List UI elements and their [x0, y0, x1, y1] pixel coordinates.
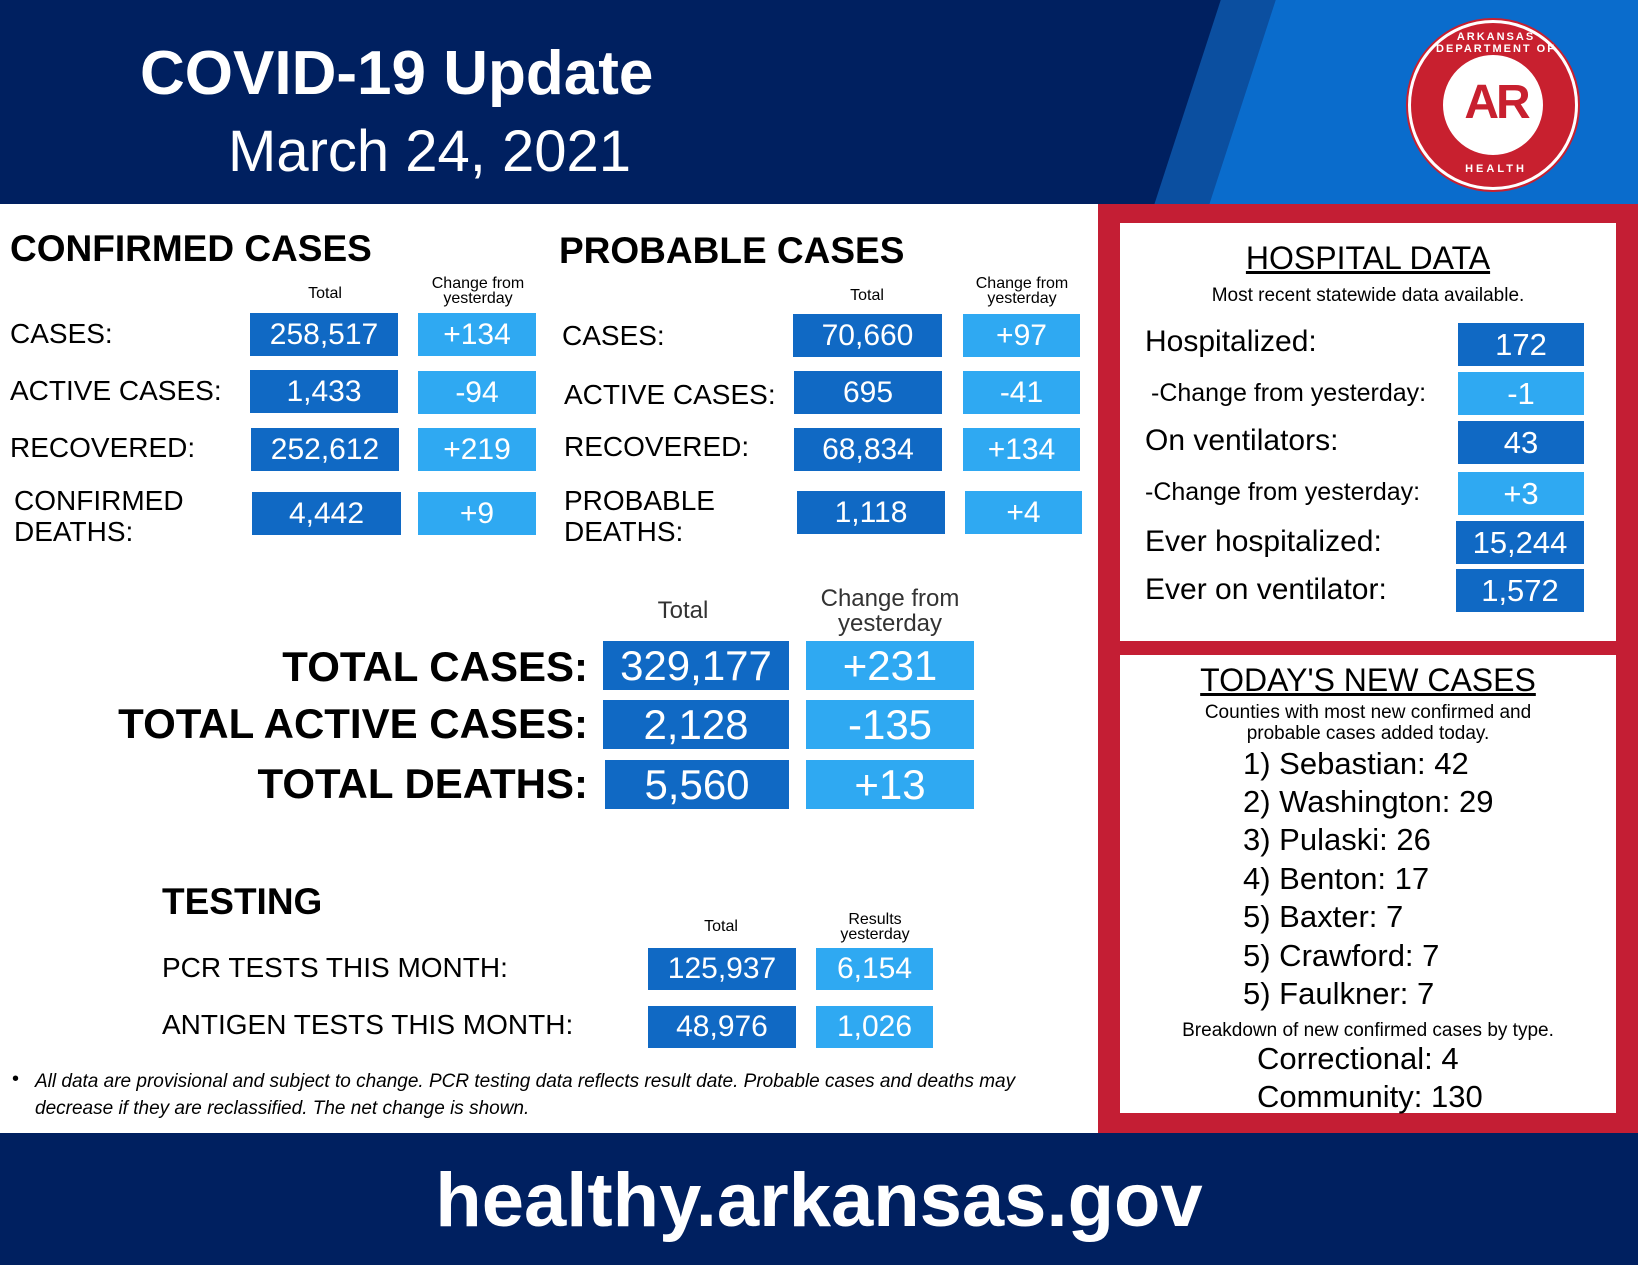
- footnote-bullet: •: [12, 1068, 20, 1090]
- county-item: 5) Crawford: 7: [1243, 938, 1440, 973]
- confirmed-cases-total: 258,517: [250, 313, 398, 356]
- confirmed-row-label: CONFIRMED DEATHS:: [14, 485, 184, 547]
- breakdown-title: Breakdown of new confirmed cases by type…: [1182, 1020, 1554, 1041]
- probable-cases-change: +97: [963, 314, 1080, 357]
- total-cases-change: +231: [806, 641, 974, 690]
- ventilators-change-label: -Change from yesterday:: [1145, 478, 1421, 506]
- hospitalized-label: Hospitalized:: [1145, 325, 1317, 358]
- probable-recovered-change: +134: [963, 428, 1080, 471]
- breakdown-item: Community: 130: [1257, 1079, 1483, 1114]
- pcr-tests-label: PCR TESTS THIS MONTH:: [162, 952, 508, 983]
- probable-row-label: RECOVERED:: [564, 431, 750, 462]
- confirmed-active-total: 1,433: [250, 370, 398, 413]
- pcr-tests-yesterday: 6,154: [816, 948, 933, 990]
- ventilators-label: On ventilators:: [1145, 424, 1339, 457]
- probable-row-label: ACTIVE CASES:: [564, 379, 776, 410]
- probable-row-label: PROBABLE DEATHS:: [564, 485, 715, 547]
- probable-col-change: Change from yesterday: [975, 275, 1069, 307]
- hospital-subtitle: Most recent statewide data available.: [1211, 285, 1525, 306]
- total-active-value: 2,128: [603, 700, 789, 749]
- confirmed-col-change: Change from yesterday: [431, 275, 525, 307]
- probable-deaths-change: +4: [965, 491, 1082, 534]
- ever-hospitalized-label: Ever hospitalized:: [1145, 525, 1382, 558]
- totals-col-change: Change from yesterday: [820, 585, 960, 637]
- hospitalized-change-label: -Change from yesterday:: [1151, 379, 1427, 407]
- antigen-tests-total: 48,976: [648, 1006, 796, 1048]
- ventilators-change-value: +3: [1458, 472, 1584, 515]
- confirmed-col-total: Total: [308, 285, 342, 302]
- antigen-tests-label: ANTIGEN TESTS THIS MONTH:: [162, 1009, 574, 1040]
- seal-bottom-text: HEALTH: [1465, 163, 1527, 175]
- total-cases-label: TOTAL CASES:: [282, 643, 588, 690]
- confirmed-row-label: CASES:: [10, 318, 113, 349]
- testing-col-total: Total: [704, 918, 738, 935]
- total-active-label: TOTAL ACTIVE CASES:: [118, 700, 588, 747]
- confirmed-deaths-change: +9: [418, 492, 536, 535]
- antigen-tests-yesterday: 1,026: [816, 1006, 933, 1048]
- seal-center-text: AR: [1464, 76, 1530, 129]
- county-item: 1) Sebastian: 42: [1243, 746, 1469, 781]
- county-item: 5) Baxter: 7: [1243, 899, 1404, 934]
- seal-inner-circle: [1441, 53, 1545, 157]
- testing-title: TESTING: [162, 881, 323, 922]
- probable-cases-total: 70,660: [793, 314, 942, 357]
- total-deaths-label: TOTAL DEATHS:: [257, 760, 588, 807]
- testing-col-results: Results yesterday: [840, 911, 910, 943]
- new-cases-title: TODAY'S NEW CASES: [1200, 662, 1536, 698]
- total-active-change: -135: [806, 700, 974, 749]
- total-deaths-value: 5,560: [605, 760, 789, 809]
- confirmed-recovered-change: +219: [418, 428, 536, 471]
- ever-hospitalized-value: 15,244: [1456, 521, 1584, 564]
- ventilators-value: 43: [1458, 421, 1584, 464]
- ever-ventilator-label: Ever on ventilator:: [1145, 573, 1387, 606]
- website-url: healthy.arkansas.gov: [435, 1158, 1203, 1243]
- totals-col-total: Total: [657, 597, 709, 624]
- confirmed-active-change: -94: [418, 371, 536, 414]
- total-deaths-change: +13: [806, 760, 974, 809]
- confirmed-row-label: ACTIVE CASES:: [10, 375, 222, 406]
- confirmed-cases-change: +134: [418, 313, 536, 356]
- probable-col-total: Total: [850, 287, 884, 304]
- page-title: COVID-19 Update: [140, 39, 654, 108]
- probable-deaths-total: 1,118: [797, 491, 945, 534]
- county-item: 4) Benton: 17: [1243, 861, 1430, 896]
- confirmed-row-label: RECOVERED:: [10, 432, 196, 463]
- footer-banner: [0, 1133, 1638, 1265]
- hospital-title: HOSPITAL DATA: [1245, 240, 1491, 276]
- seal-top-text: ARKANSAS DEPARTMENT OF: [1436, 31, 1556, 55]
- probable-active-total: 695: [794, 371, 942, 414]
- county-item: 3) Pulaski: 26: [1243, 822, 1431, 857]
- new-cases-panel: [1120, 655, 1616, 1113]
- county-item: 2) Washington: 29: [1243, 784, 1494, 819]
- breakdown-item: Correctional: 4: [1257, 1041, 1459, 1076]
- pcr-tests-total: 125,937: [648, 948, 796, 990]
- arkansas-health-seal-logo: ARKANSAS DEPARTMENT OF AR HEALTH: [1408, 20, 1578, 190]
- ever-ventilator-value: 1,572: [1456, 569, 1584, 612]
- probable-recovered-total: 68,834: [794, 428, 942, 471]
- hospitalized-change-value: -1: [1458, 372, 1584, 415]
- probable-active-change: -41: [963, 371, 1080, 414]
- hospitalized-value: 172: [1458, 323, 1584, 366]
- probable-row-label: CASES:: [562, 320, 665, 351]
- footnote-text: All data are provisional and subject to …: [35, 1071, 1016, 1119]
- header-banner: [0, 0, 1638, 204]
- confirmed-recovered-total: 252,612: [251, 428, 399, 471]
- probable-cases-title: PROBABLE CASES: [559, 230, 905, 271]
- confirmed-deaths-total: 4,442: [252, 492, 401, 535]
- confirmed-cases-title: CONFIRMED CASES: [10, 228, 372, 269]
- total-cases-value: 329,177: [603, 641, 789, 690]
- county-item: 5) Faulkner: 7: [1243, 976, 1435, 1011]
- new-cases-subtitle: probable cases added today.: [1246, 723, 1490, 744]
- report-date: March 24, 2021: [228, 119, 632, 184]
- new-cases-subtitle: Counties with most new confirmed and: [1204, 702, 1532, 723]
